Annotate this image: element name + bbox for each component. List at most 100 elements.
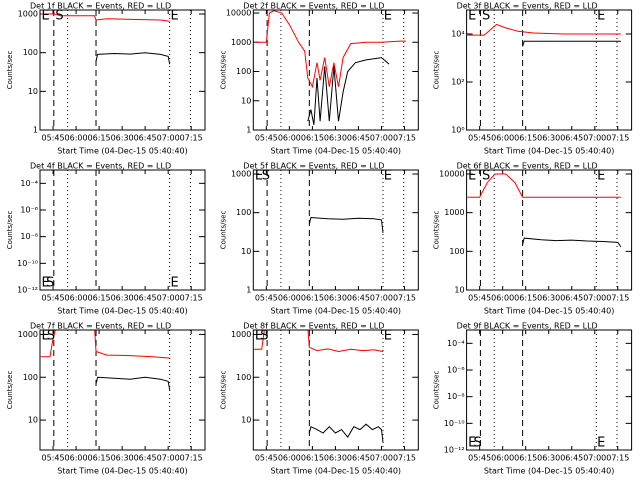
y-tick-label: 10	[241, 96, 251, 105]
y-tick-label: 10	[241, 247, 251, 256]
x-tick-label: 06:30	[324, 134, 347, 143]
y-tick-label: 10000	[439, 170, 464, 179]
y-tick-label: 1000	[231, 38, 251, 47]
y-tick-label: 10	[28, 416, 38, 425]
series-line	[95, 52, 171, 65]
annotation: S	[482, 9, 490, 24]
x-tick-label: 06:00	[491, 134, 514, 143]
y-tick-label: 100	[236, 208, 251, 217]
annotation: S	[474, 436, 482, 451]
x-tick-label: 07:15	[606, 454, 629, 463]
panel-title: Det 3f BLACK = Events, RED = LLD	[457, 2, 598, 11]
panel-title: Det 7f BLACK = Events, RED = LLD	[30, 322, 171, 331]
x-tick-label: 06:45	[134, 294, 157, 303]
series-line	[522, 237, 622, 248]
x-tick-label: 06:30	[537, 134, 560, 143]
y-tick-label: 10⁻¹²	[17, 286, 38, 295]
y-axis-label: Counts/sec	[6, 211, 14, 250]
y-tick-label: 10²	[451, 78, 464, 87]
series-line	[308, 216, 384, 233]
y-tick-label: 10⁻¹⁰	[444, 419, 465, 428]
y-tick-label: 10⁻⁶	[20, 206, 38, 215]
annotation: S	[482, 169, 490, 184]
x-tick-label: 05:45	[468, 454, 491, 463]
panel-title: Det 8f BLACK = Events, RED = LLD	[243, 322, 384, 331]
x-tick-label: 06:00	[278, 134, 301, 143]
x-tick-label: 07:15	[393, 134, 416, 143]
x-tick-label: 06:15	[514, 294, 537, 303]
x-axis-label: Start Time (04-Dec-15 05:40:40)	[484, 307, 615, 316]
y-tick-label: 1	[33, 126, 38, 135]
series-line	[307, 57, 390, 125]
x-tick-label: 06:45	[347, 454, 370, 463]
annotation: S	[260, 329, 268, 344]
x-tick-label: 07:00	[370, 294, 393, 303]
x-tick-label: 06:00	[278, 294, 301, 303]
plot-frame	[252, 9, 419, 131]
x-tick-label: 07:15	[606, 134, 629, 143]
x-axis-label: Start Time (04-Dec-15 05:40:40)	[271, 467, 402, 476]
x-tick-label: 05:45	[42, 134, 65, 143]
y-tick-label: 1	[246, 126, 251, 135]
y-tick-label: 1000	[18, 330, 38, 339]
y-tick-label: 10⁻⁸	[447, 392, 465, 401]
x-tick-label: 05:45	[468, 294, 491, 303]
x-axis-label: Start Time (04-Dec-15 05:40:40)	[271, 147, 402, 156]
panel-title: Det 1f BLACK = Events, RED = LLD	[30, 2, 171, 11]
x-tick-label: 06:15	[301, 134, 324, 143]
x-axis-label: Start Time (04-Dec-15 05:40:40)	[57, 147, 188, 156]
annotation: E	[468, 436, 476, 451]
y-tick-label: 10	[241, 416, 251, 425]
x-tick-label: 07:00	[157, 454, 180, 463]
x-tick-label: 06:15	[301, 294, 324, 303]
x-tick-label: 06:30	[537, 294, 560, 303]
y-tick-label: 1000	[444, 208, 464, 217]
panel: Det 9f BLACK = Events, RED = LLD Start Ti…	[433, 322, 633, 476]
series-line	[467, 23, 621, 36]
y-axis-label: Counts/sec	[433, 211, 441, 250]
x-tick-label: 06:45	[134, 454, 157, 463]
plot-frame	[252, 329, 419, 451]
annotation: S	[47, 329, 55, 344]
x-tick-label: 05:45	[255, 454, 278, 463]
x-tick-label: 06:15	[88, 134, 111, 143]
x-tick-label: 07:15	[180, 134, 203, 143]
x-axis-label: Start Time (04-Dec-15 05:40:40)	[57, 307, 188, 316]
annotation: E	[42, 9, 50, 24]
x-tick-label: 05:45	[468, 134, 491, 143]
x-tick-label: 06:30	[537, 454, 560, 463]
x-tick-label: 06:30	[324, 454, 347, 463]
x-tick-label: 06:15	[514, 134, 537, 143]
annotation: E	[384, 9, 392, 24]
panel: Det 8f BLACK = Events, RED = LLD Start Ti…	[219, 322, 419, 476]
y-tick-label: 1000	[18, 10, 38, 19]
x-tick-label: 07:15	[180, 454, 203, 463]
x-tick-label: 06:00	[65, 134, 88, 143]
series-line	[95, 376, 171, 391]
x-tick-label: 05:45	[42, 294, 65, 303]
annotation: E	[42, 276, 50, 291]
series-line	[522, 40, 621, 47]
y-axis-label: Counts/sec	[219, 211, 227, 250]
y-axis-label: Counts/sec	[433, 51, 441, 90]
panel: Det 1f BLACK = Events, RED = LLD Start Ti…	[6, 2, 206, 156]
plot-frame	[252, 169, 419, 291]
x-tick-label: 06:15	[88, 454, 111, 463]
annotation: E	[170, 276, 178, 291]
panel: Det 5f BLACK = Events, RED = LLD Start Ti…	[219, 162, 419, 316]
annotation: E	[255, 329, 263, 344]
y-tick-label: 10	[28, 87, 38, 96]
x-tick-label: 07:15	[606, 294, 629, 303]
series-line	[467, 173, 621, 198]
series-line	[254, 330, 384, 353]
y-tick-label: 10⁻¹²	[444, 446, 465, 455]
y-tick-label: 100	[236, 373, 251, 382]
x-tick-label: 07:00	[583, 454, 606, 463]
x-tick-label: 06:30	[111, 294, 134, 303]
annotation: E	[42, 329, 50, 344]
panel-title: Det 2f BLACK = Events, RED = LLD	[243, 2, 384, 11]
y-tick-label: 1000	[231, 170, 251, 179]
y-tick-label: 100	[23, 48, 38, 57]
panel: Det 2f BLACK = Events, RED = LLD Start Ti…	[219, 2, 419, 156]
x-tick-label: 05:45	[255, 134, 278, 143]
